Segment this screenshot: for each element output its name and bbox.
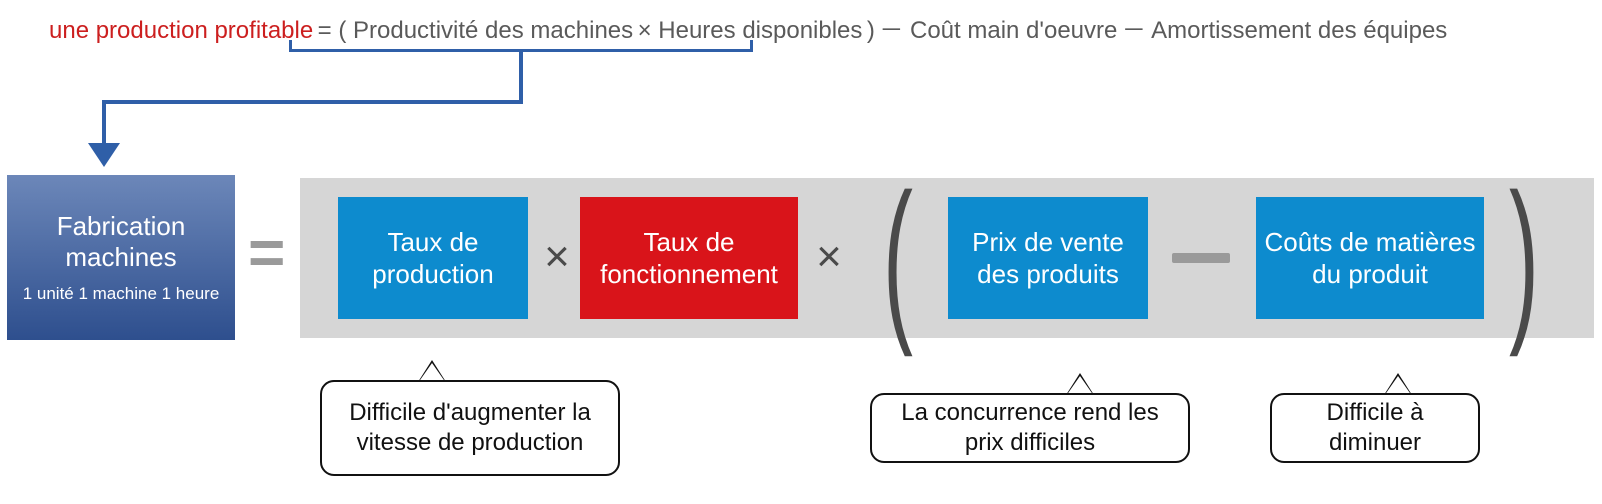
operator-times-1: × [534, 232, 580, 282]
fabrication-box: Fabrication machines 1 unité 1 machine 1… [7, 175, 235, 340]
callout-material-cost: Difficile à diminuer [1270, 393, 1480, 463]
box-production-rate: Taux de production [338, 197, 528, 319]
brace-arrow-head [88, 143, 120, 167]
formula-min1: － [879, 17, 910, 44]
equals-sign: = [248, 215, 281, 289]
brace-tick-right [750, 40, 753, 50]
operator-times-2: × [806, 232, 852, 282]
paren-left: ( [883, 168, 913, 348]
formula-eq: = [318, 17, 339, 44]
formula-a: Productivité des machines [353, 17, 633, 44]
diagram-stage: une production profitable = ( Productivi… [0, 0, 1602, 504]
brace-tick-left [289, 40, 292, 50]
box-sale-price: Prix de vente des produits [948, 197, 1148, 319]
brace-drop2 [102, 100, 106, 144]
operator-minus [1172, 253, 1230, 263]
formula-times: × [638, 17, 659, 44]
formula-d: Amortissement des équipes [1151, 17, 1447, 44]
formula-c: Coût main d'oeuvre [910, 17, 1117, 44]
brace-horiz [102, 100, 523, 104]
formula-rpar: ) [867, 17, 875, 44]
callout-price-competition: La concurrence rend les prix difficiles [870, 393, 1190, 463]
brace-drop [519, 49, 523, 102]
formula-line: une production profitable = ( Productivi… [49, 10, 1447, 45]
callout-production-speed: Difficile d'augmenter la vitesse de prod… [320, 380, 620, 476]
formula-lpar: ( [338, 17, 353, 44]
box-operating-rate: Taux de fonctionnement [580, 197, 798, 319]
paren-right: ) [1509, 168, 1539, 348]
fabrication-subtitle: 1 unité 1 machine 1 heure [15, 283, 227, 304]
formula-b: Heures disponibles [658, 17, 862, 44]
formula-min2: － [1122, 17, 1151, 44]
formula-lhs: une production profitable [49, 17, 313, 44]
box-material-cost: Coûts de matières du produit [1256, 197, 1484, 319]
fabrication-title: Fabrication machines [15, 211, 227, 273]
